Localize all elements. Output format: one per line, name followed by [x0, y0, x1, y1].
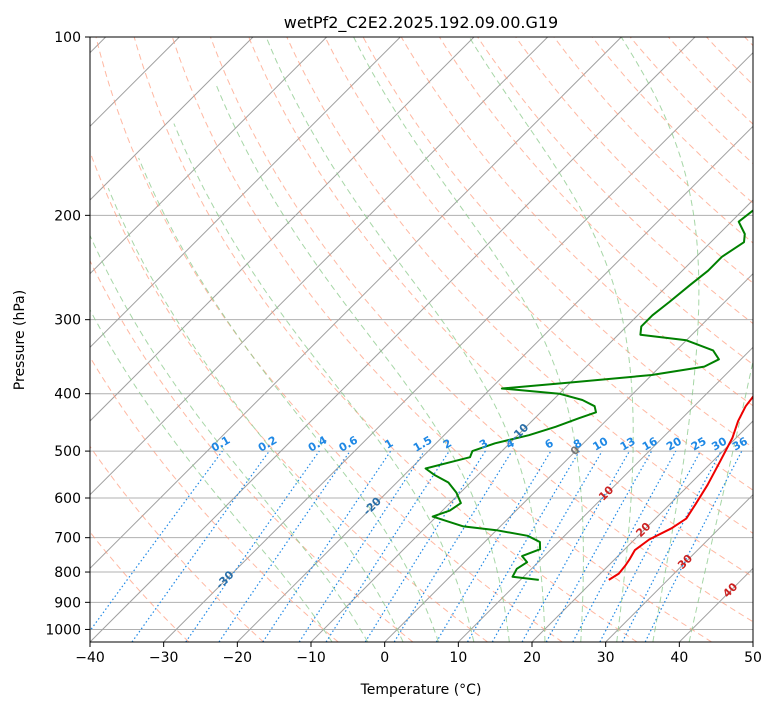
x-axis-label: Temperature (°C) — [360, 682, 482, 698]
dry-adiabat — [133, 37, 638, 642]
skewed-isotherm — [90, 37, 254, 201]
mixing-ratio-line — [218, 450, 351, 642]
mixing-ratio-line — [393, 450, 513, 642]
y-tick-label: 600 — [54, 491, 81, 507]
skewed-isotherm — [384, 272, 753, 642]
mixing-ratio-line — [466, 450, 580, 642]
x-tick-label: 10 — [449, 650, 467, 666]
x-tick-label: −20 — [223, 650, 253, 666]
dry-adiabat — [400, 37, 753, 407]
dry-adiabat — [90, 445, 264, 642]
mixing-ratio-line — [364, 450, 486, 642]
skewed-isotherm — [90, 37, 328, 275]
skewed-isotherm — [90, 37, 696, 642]
axes: −40 −30 −20 −10 0 10 20 30 40 50 100 200 300 400 500 60… — [45, 30, 762, 666]
x-tick-label: −40 — [75, 650, 105, 666]
y-tick-label: 200 — [54, 208, 81, 224]
y-tick-label: 100 — [54, 30, 81, 46]
y-axis-label: Pressure (hPa) — [12, 290, 28, 390]
dry-adiabat — [362, 37, 753, 449]
skewed-isotherm — [90, 37, 475, 422]
y-tick-label: 500 — [54, 444, 81, 460]
moist-adiabat — [138, 157, 439, 642]
plot-series — [424, 209, 753, 581]
dry-adiabat — [629, 37, 753, 165]
mixing-ratio-line — [131, 450, 270, 642]
chart-title: wetPf2_C2E2.2025.192.09.00.G19 — [284, 13, 558, 33]
moist-adiabat — [215, 83, 510, 642]
x-tick-label: 0 — [380, 650, 389, 666]
moist-adiabat — [90, 234, 369, 642]
x-tick-label: 40 — [670, 650, 688, 666]
dewpoint-line — [424, 209, 753, 581]
x-tick-label: −10 — [296, 650, 326, 666]
y-tick-label: 1000 — [45, 622, 81, 638]
mixing-ratio-line — [435, 450, 552, 642]
moist-adiabat — [353, 37, 584, 642]
skewed-isotherm — [457, 346, 753, 642]
plot-area — [90, 37, 753, 642]
skewed-isotherm — [163, 51, 753, 642]
dry-adiabat — [210, 37, 753, 623]
dry-adiabat — [248, 37, 753, 578]
mixing-ratio-line — [90, 450, 223, 632]
y-tick-label: 700 — [54, 531, 81, 547]
x-tick-label: −30 — [149, 650, 179, 666]
skewed-isotherm — [90, 37, 622, 570]
y-tick-label: 900 — [54, 595, 81, 611]
skewed-isotherm — [90, 37, 549, 496]
mixing-ratio-line — [325, 450, 450, 642]
dry-adiabat — [171, 37, 712, 642]
mixing-ratio-line — [491, 450, 603, 642]
moist-adiabat — [173, 123, 475, 642]
temperature-line — [608, 395, 753, 581]
y-tick-label: 800 — [54, 565, 81, 581]
dry-adiabat — [515, 37, 753, 284]
moist-adiabat — [265, 37, 546, 642]
y-tick-label: 400 — [54, 387, 81, 403]
y-tick-label: 300 — [54, 313, 81, 329]
mixing-ratio-line — [521, 450, 631, 642]
dry-adiabat — [90, 259, 414, 642]
skewed-isotherm — [605, 493, 753, 642]
x-tick-label: 30 — [597, 650, 615, 666]
dry-adiabat — [324, 37, 753, 491]
mixing-ratio-line — [545, 450, 653, 642]
skewed-isotherm — [236, 125, 753, 642]
dry-adiabat — [477, 37, 753, 325]
moist-adiabat — [107, 188, 404, 642]
skewed-isotherm — [90, 37, 401, 349]
mixing-ratio-line — [572, 450, 677, 642]
moist-adiabat — [688, 359, 753, 642]
moist-adiabat — [90, 308, 333, 642]
moist-adiabat — [620, 37, 700, 642]
skewed-isotherm — [531, 420, 753, 642]
x-tick-label: 50 — [744, 650, 762, 666]
x-tick-label: 20 — [523, 650, 541, 666]
dry-adiabat — [591, 37, 753, 204]
plot-frame — [89, 36, 754, 643]
mixing-ratio-line — [185, 450, 320, 642]
